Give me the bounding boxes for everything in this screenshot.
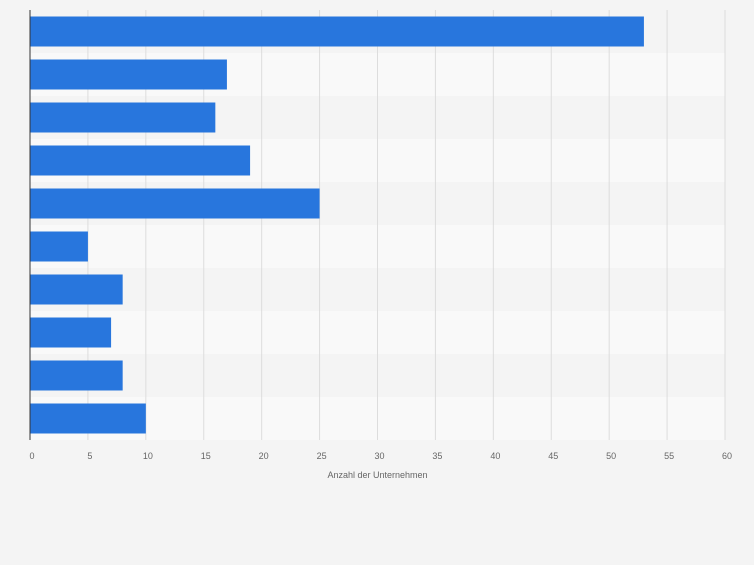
x-tick-label: 35 xyxy=(432,451,442,461)
x-tick-label: 15 xyxy=(201,451,211,461)
x-tick-label: 30 xyxy=(374,451,384,461)
bar[interactable] xyxy=(30,145,251,176)
bar[interactable] xyxy=(30,188,320,219)
x-tick-label: 55 xyxy=(664,451,674,461)
bar[interactable] xyxy=(30,102,216,133)
x-tick-label: 45 xyxy=(548,451,558,461)
x-tick-label: 25 xyxy=(317,451,327,461)
x-tick-labels: 0 5 10 15 20 25 30 35 40 45 50 55 60 xyxy=(29,451,732,461)
bar[interactable] xyxy=(30,403,146,434)
x-tick-label: 20 xyxy=(259,451,269,461)
bar[interactable] xyxy=(30,59,227,90)
x-tick-label: 60 xyxy=(722,451,732,461)
bars xyxy=(30,16,644,434)
x-tick-label: 50 xyxy=(606,451,616,461)
x-tick-label: 5 xyxy=(87,451,92,461)
bar[interactable] xyxy=(30,317,112,348)
bar[interactable] xyxy=(30,231,88,262)
x-axis-label: Anzahl der Unternehmen xyxy=(327,470,427,480)
x-tick-label: 40 xyxy=(490,451,500,461)
x-tick-label: 0 xyxy=(29,451,34,461)
bar[interactable] xyxy=(30,360,123,391)
x-tick-label: 10 xyxy=(143,451,153,461)
bar[interactable] xyxy=(30,274,123,305)
bar[interactable] xyxy=(30,16,644,47)
